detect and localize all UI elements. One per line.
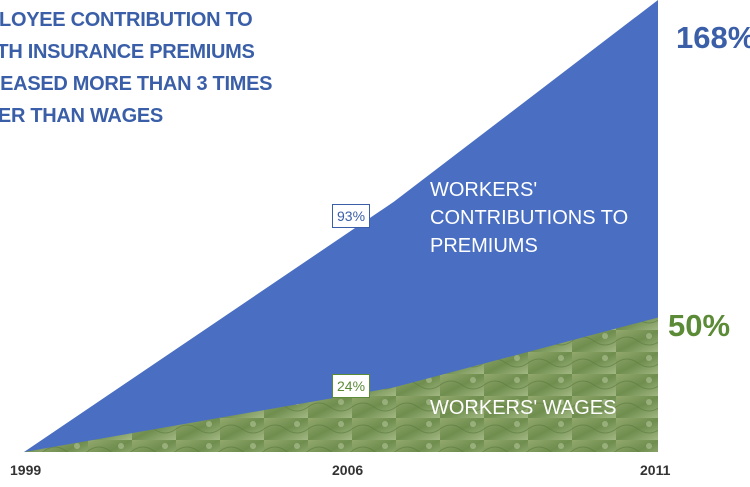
wages-series-label: WORKERS' WAGES — [430, 397, 617, 419]
wages-area — [24, 317, 658, 452]
x-tick-label: 2011 — [640, 462, 671, 478]
title-line: PLOYEE CONTRIBUTION TO — [0, 9, 253, 31]
x-tick-label: 2006 — [332, 462, 364, 478]
premiums-end-value-label: 168% — [676, 20, 750, 55]
x-tick-label: 1999 — [10, 462, 42, 478]
chart-title: PLOYEE CONTRIBUTION TO LTH INSURANCE PRE… — [0, 4, 366, 132]
title-line: REASED MORE THAN 3 TIMES — [0, 73, 273, 95]
wages-end-value-label: 50% — [668, 308, 731, 343]
premiums-2006-data-label: 93% — [332, 204, 371, 228]
title-line: LTH INSURANCE PREMIUMS — [0, 41, 255, 63]
premiums-series-label: WORKERS' CONTRIBUTIONS TO PREMIUMS — [430, 179, 629, 257]
title-line: TER THAN WAGES — [0, 105, 163, 127]
premiums-area — [24, 0, 658, 452]
wages-2006-data-label: 24% — [332, 374, 371, 398]
